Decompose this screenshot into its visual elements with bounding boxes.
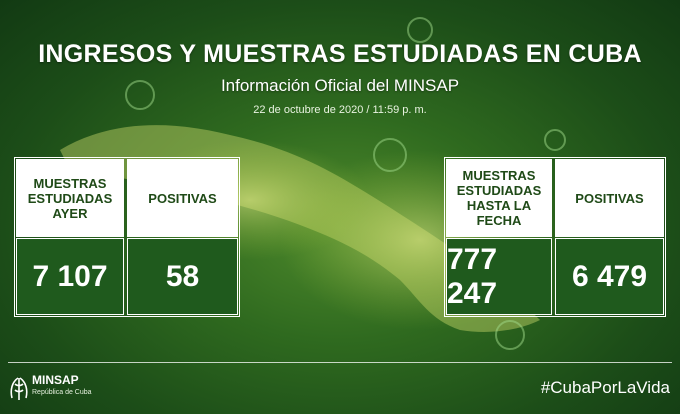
minsap-emblem-icon [10,377,28,400]
hashtag: #CubaPorLaVida [540,378,670,397]
minsap-logo-subtitle: República de Cuba [32,389,92,396]
daily-samples-value: 7 107 [16,238,124,315]
minsap-logo-name: MINSAP [32,373,79,387]
cumulative-positives-label: POSITIVAS [555,159,664,237]
cumulative-samples-label: MUESTRAS ESTUDIADAS HASTA LA FECHA [446,159,552,237]
daily-positives-label: POSITIVAS [127,159,238,237]
page-subtitle: Información Oficial del MINSAP [220,76,460,95]
footer-divider [8,362,672,363]
report-date: 22 de octubre de 2020 / 11:59 p. m. [253,104,427,116]
cumulative-positives-value: 6 479 [555,238,664,315]
page-title: INGRESOS Y MUESTRAS ESTUDIADAS EN CUBA [38,40,642,68]
cumulative-samples-value: 777 247 [446,238,552,315]
daily-samples-panel [14,157,240,317]
cumulative-samples-panel [444,157,666,317]
daily-samples-label: MUESTRAS ESTUDIADAS AYER [16,159,124,237]
daily-positives-value: 58 [127,238,238,315]
